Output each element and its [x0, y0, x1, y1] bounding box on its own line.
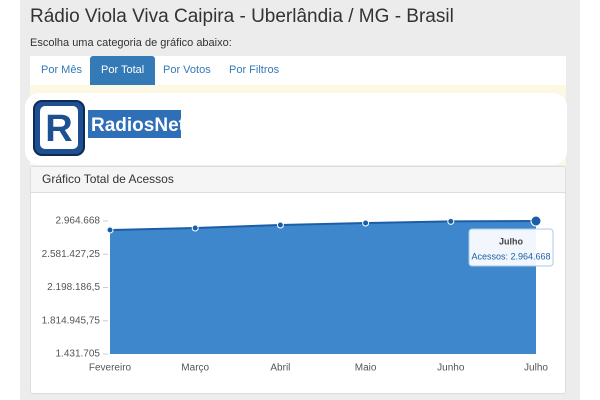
x-tick-label: Maio — [355, 363, 377, 374]
tooltip-title: Julho — [499, 236, 524, 246]
logo-text-bg — [88, 110, 181, 138]
panel-header: Gráfico Total de Acessos — [31, 167, 565, 193]
x-tick-label: Julho — [524, 363, 548, 374]
logo-icon-inner — [40, 106, 78, 149]
y-tick-label: 2.198.186,5 — [47, 282, 100, 293]
point — [106, 226, 114, 234]
logo[interactable]: R RadiosNet — [25, 93, 186, 165]
page-title: Rádio Viola Viva Caipira - Uberlândia / … — [30, 6, 454, 27]
tab[interactable]: Por Mês — [41, 64, 82, 76]
logo-box: R RadiosNet — [25, 93, 567, 165]
point — [191, 224, 199, 232]
tab[interactable]: Por Votos — [163, 64, 211, 76]
y-tick-label: 1.431.705 — [56, 349, 101, 360]
tooltip-text: Acessos: 2.964.668 — [471, 251, 550, 261]
area — [110, 221, 536, 354]
tooltip-box — [468, 228, 554, 267]
point — [447, 217, 455, 225]
point — [530, 215, 542, 227]
tab[interactable]: Por Filtros — [229, 64, 280, 76]
chart-title: Gráfico Total de Acessos — [42, 172, 174, 186]
y-tick-label: 2.581.427,25 — [42, 249, 101, 260]
point — [362, 219, 370, 227]
logo-text: RadiosNet — [91, 115, 185, 136]
logo-letter: R — [45, 108, 72, 150]
line — [109, 220, 537, 231]
subtitle: Escolha uma categoria de gráfico abaixo: — [30, 37, 232, 49]
point — [276, 221, 284, 229]
x-tick-label: Junho — [437, 363, 465, 374]
tooltip: Julho Acessos: 2.964.668 — [468, 228, 554, 267]
y-tick-label: 1.814.945,75 — [42, 315, 101, 326]
tab-bar: Por Mês Por Total Por Votos Por Filtros — [30, 56, 566, 85]
tab-active[interactable]: Por Total — [90, 56, 156, 85]
x-tick-label: Fevereiro — [89, 363, 132, 374]
y-tick-label: 2.964.668 — [56, 216, 101, 227]
x-tick-label: Março — [181, 363, 209, 374]
x-tick-label: Abril — [270, 363, 290, 374]
